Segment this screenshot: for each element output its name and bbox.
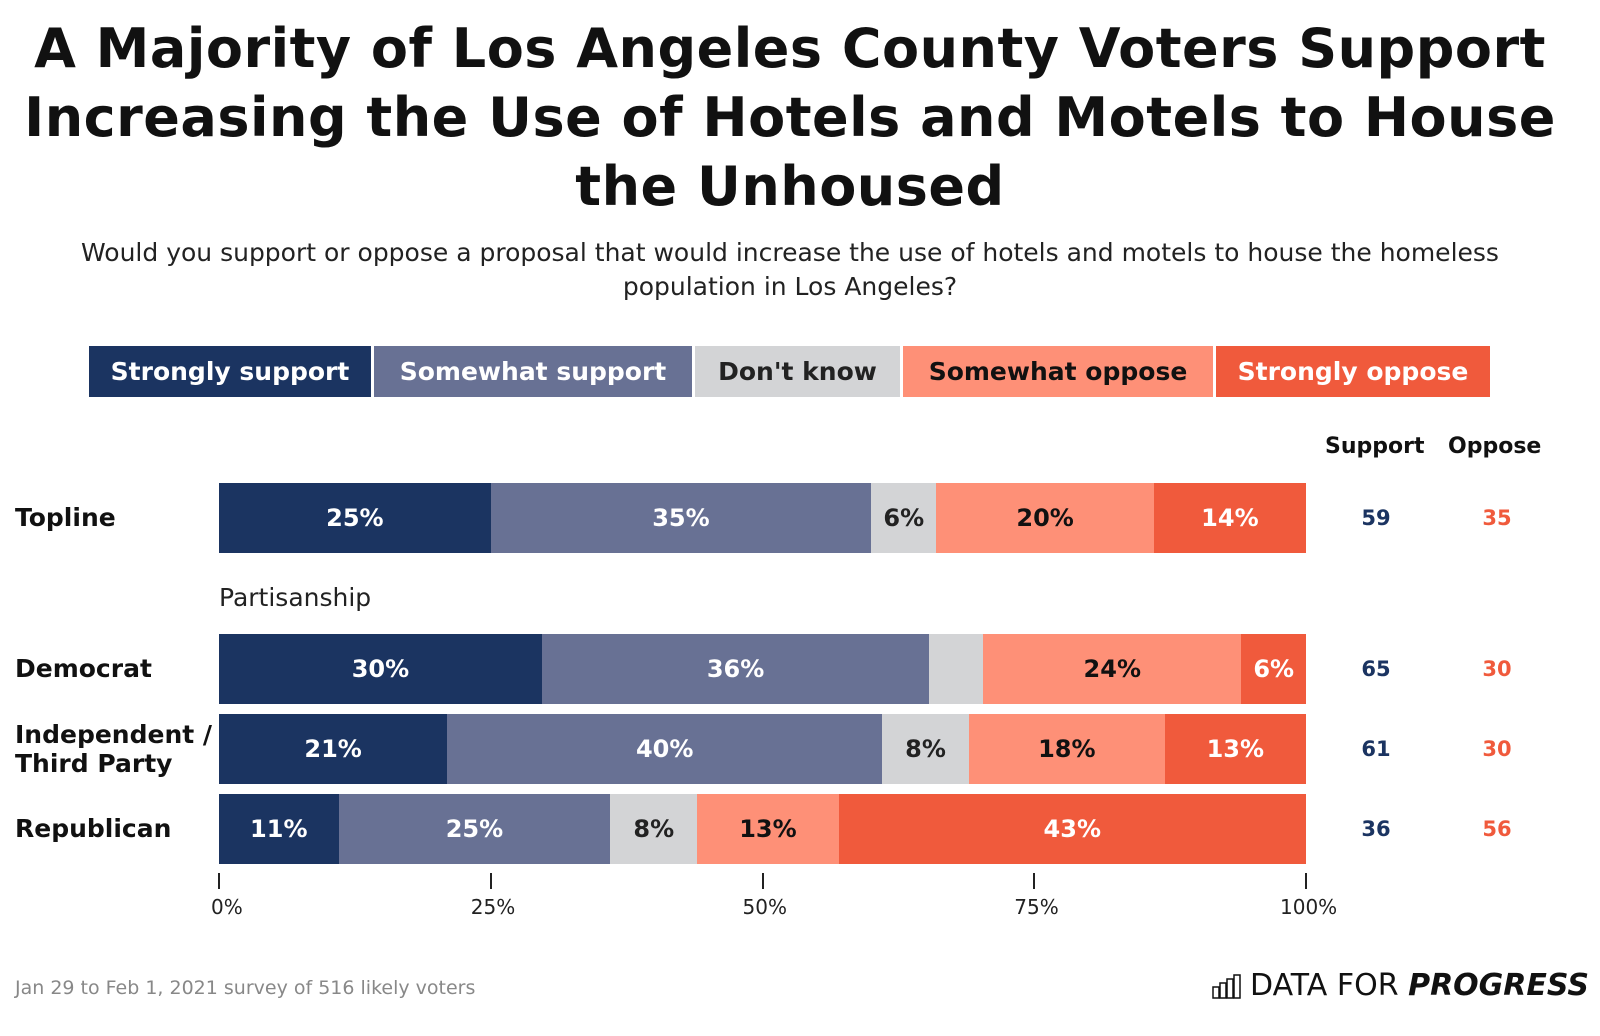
bar-row: 25% 35% 6% 20% 14% <box>219 483 1306 553</box>
bar-row: 11% 25% 8% 13% 43% <box>219 794 1306 864</box>
bar-segment: 21% <box>219 714 448 784</box>
support-value: 65 <box>1361 657 1391 681</box>
bar-segment: 14% <box>1153 483 1306 553</box>
bar-segment: 24% <box>983 634 1242 704</box>
bar-segment: 6% <box>871 483 937 553</box>
row-label: Topline <box>15 503 116 532</box>
legend-item: Don't know <box>695 346 900 397</box>
bar-segment: 13% <box>1164 714 1306 784</box>
bar-segment: 11% <box>219 794 339 864</box>
legend-item: Strongly support <box>89 346 371 397</box>
bar-segment: 43% <box>838 794 1306 864</box>
bar-chart-logo-icon <box>1212 973 1241 999</box>
section-label: Partisanship <box>219 583 372 612</box>
bar-row: 21% 40% 8% 18% 13% <box>219 714 1306 784</box>
x-tick <box>1305 873 1307 889</box>
legend-item: Strongly oppose <box>1216 346 1490 397</box>
footer-note: Jan 29 to Feb 1, 2021 survey of 516 like… <box>15 977 476 999</box>
support-value: 36 <box>1361 817 1391 841</box>
legend-item: Somewhat support <box>374 346 692 397</box>
chart-title: A Majority of Los Angeles County Voters … <box>24 17 1556 218</box>
bar-segment: 18% <box>969 714 1165 784</box>
bar-segment: 25% <box>219 483 491 553</box>
bar-segment: 20% <box>936 483 1154 553</box>
row-label: Republican <box>15 814 172 843</box>
bar-segment: 40% <box>447 714 883 784</box>
bar-segment: 35% <box>490 483 872 553</box>
brand-prefix: DATA FOR <box>1250 968 1409 1003</box>
x-tick <box>218 873 220 889</box>
support-value: 61 <box>1361 737 1391 761</box>
row-label: Democrat <box>15 654 152 683</box>
bar-segment: 13% <box>697 794 839 864</box>
bar-segment: 25% <box>338 794 611 864</box>
brand-logo: DATA FOR PROGRESS <box>1212 968 1589 1003</box>
x-tick-label: 50% <box>742 895 787 919</box>
x-tick-label: 100% <box>1280 895 1338 919</box>
support-value: 59 <box>1361 506 1391 530</box>
legend-item: Somewhat oppose <box>903 346 1213 397</box>
chart-subtitle: Would you support or oppose a proposal t… <box>81 238 1499 301</box>
brand-bold: PROGRESS <box>1408 968 1590 1003</box>
bar-segment: 36% <box>541 634 930 704</box>
bar-row: 30% 36% 24% 6% <box>219 634 1306 704</box>
oppose-value: 30 <box>1482 737 1512 761</box>
oppose-header: Oppose <box>1448 434 1542 459</box>
bar-segment: 30% <box>219 634 542 704</box>
oppose-value: 30 <box>1482 657 1512 681</box>
x-tick <box>489 873 492 889</box>
oppose-value: 35 <box>1482 506 1512 530</box>
x-tick-label: 0% <box>211 895 243 919</box>
bar-segment: 8% <box>882 714 970 784</box>
oppose-value: 56 <box>1482 817 1512 841</box>
support-header: Support <box>1325 434 1425 459</box>
row-label: Independent / Third Party <box>15 720 213 778</box>
x-tick <box>1033 873 1036 889</box>
x-tick-label: 75% <box>1014 895 1059 919</box>
bar-segment: 8% <box>610 794 698 864</box>
bar-segment: 6% <box>1241 634 1306 704</box>
legend: Strongly support Somewhat support Don't kn… <box>89 346 1493 397</box>
bar-segment <box>929 634 984 704</box>
x-tick <box>761 873 764 889</box>
x-tick-label: 25% <box>470 895 516 919</box>
